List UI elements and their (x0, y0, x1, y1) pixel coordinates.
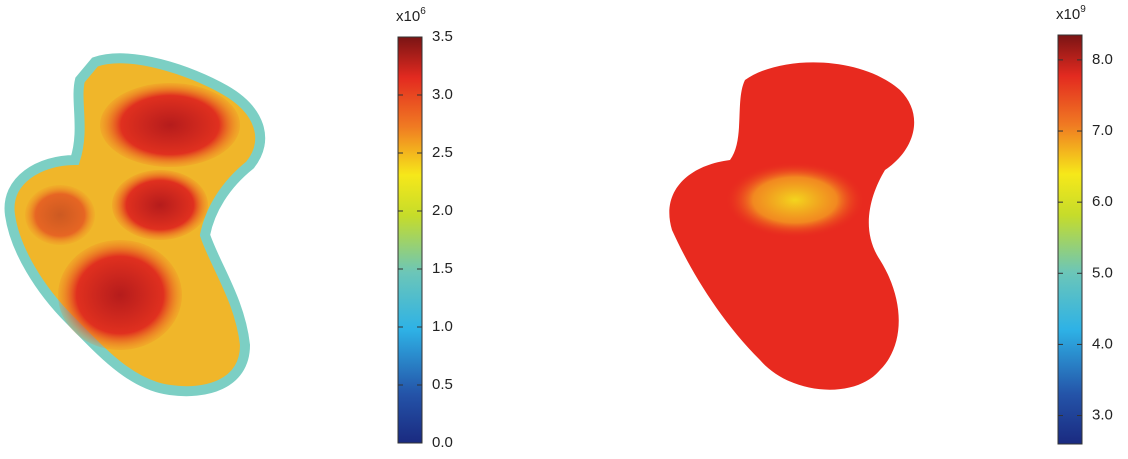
tick-label: 2.5 (432, 144, 453, 161)
shape-left (4, 53, 266, 397)
tick-label: 4.0 (1092, 335, 1113, 352)
tick-label: 1.0 (432, 318, 453, 335)
tick-label: 3.0 (432, 86, 453, 103)
tick-label: 5.0 (1092, 264, 1113, 281)
shape-right (669, 62, 915, 390)
tick-label: 3.0 (1092, 407, 1113, 424)
colorbar (1057, 34, 1083, 445)
colorbar-multiplier: x106 (396, 6, 426, 25)
colorbar (397, 36, 423, 444)
tick-label: 7.0 (1092, 122, 1113, 139)
tick-label: 0.5 (432, 376, 453, 393)
multiplier-exponent: 9 (1080, 4, 1086, 15)
colorbars: x1060.00.51.01.52.02.53.03.5x1093.04.05.… (396, 4, 1113, 451)
tick-label: 6.0 (1092, 193, 1113, 210)
multiplier-base: x10 (1056, 6, 1080, 23)
tick-label: 0.0 (432, 434, 453, 451)
tick-label: 1.5 (432, 260, 453, 277)
tick-label: 2.0 (432, 202, 453, 219)
colorbar-multiplier: x109 (1056, 4, 1086, 23)
tick-label: 8.0 (1092, 51, 1113, 68)
tick-label: 3.5 (432, 28, 453, 45)
multiplier-exponent: 6 (420, 6, 426, 17)
multiplier-base: x10 (396, 8, 420, 25)
